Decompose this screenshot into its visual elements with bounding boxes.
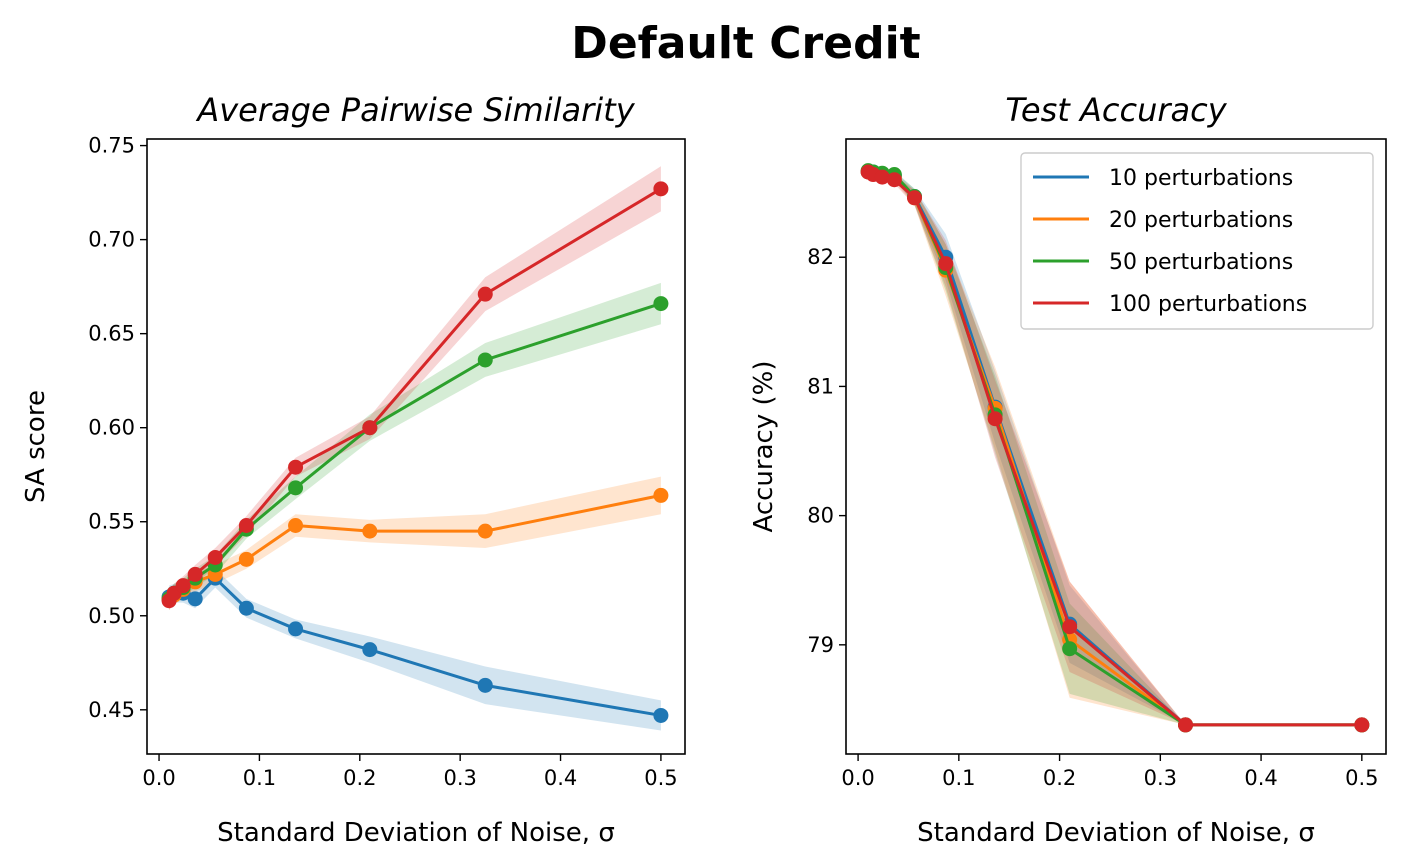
y-tick-label: 79: [807, 633, 834, 657]
legend-label-2: 20 perturbations: [1109, 208, 1293, 233]
x-tick-label: 0.0: [142, 766, 175, 790]
x-tick-label: 0.0: [841, 766, 874, 790]
y-axis-label: Accuracy (%): [749, 361, 779, 533]
data-point: [362, 420, 378, 436]
figure-title: Default Credit: [571, 18, 920, 69]
data-point: [653, 181, 669, 197]
y-tick-label: 81: [807, 374, 834, 398]
data-point: [987, 411, 1003, 427]
data-point: [362, 642, 378, 658]
data-point: [187, 566, 203, 582]
data-point: [362, 523, 378, 539]
panel-sa-score: 0.0 0.1 0.2 0.3 0.4 0.5 0.45 0.50 0.55 0.60 0.65 0.…: [21, 91, 686, 848]
data-point: [288, 459, 304, 475]
data-point: [938, 256, 954, 272]
data-point: [653, 296, 669, 312]
legend-box: [1020, 152, 1374, 330]
data-point: [175, 578, 191, 594]
axes-frame: [845, 138, 1387, 755]
x-tick-label: 0.1: [243, 766, 276, 790]
data-point: [477, 352, 493, 368]
series-line-2: [168, 493, 662, 601]
confidence-band-4: [169, 166, 661, 611]
legend-label-1: 10 perturbations: [1109, 166, 1293, 191]
y-tick-label: 0.50: [88, 604, 135, 628]
x-tick-label: 0.2: [1043, 766, 1076, 790]
data-point: [1062, 619, 1078, 635]
y-tick-label: 80: [807, 504, 834, 528]
data-point: [288, 621, 304, 637]
x-tick-label: 0.1: [942, 766, 975, 790]
axes-title: Test Accuracy: [1005, 91, 1227, 129]
legend-label-4: 100 perturbations: [1109, 292, 1307, 317]
data-point: [288, 480, 304, 496]
y-axis-label: SA score: [21, 390, 51, 503]
y-tick-label: 0.75: [88, 134, 135, 158]
x-axis-label: Standard Deviation of Noise, σ: [217, 818, 615, 848]
confidence-band-1: [169, 568, 661, 731]
y-tick-label: 0.60: [88, 416, 135, 440]
data-point: [477, 523, 493, 539]
data-point: [288, 517, 304, 533]
y-tick-label: 0.45: [88, 698, 135, 722]
data-point: [874, 169, 890, 185]
x-tick-label: 0.5: [1345, 766, 1378, 790]
data-point: [1062, 641, 1078, 657]
y-tick-label: 0.55: [88, 510, 135, 534]
data-point: [907, 190, 923, 206]
data-point: [886, 172, 902, 188]
data-point: [653, 707, 669, 723]
confidence-band-2: [169, 476, 661, 611]
data-point: [238, 517, 254, 533]
data-point: [1178, 717, 1194, 733]
x-tick-label: 0.2: [343, 766, 376, 790]
data-point: [653, 487, 669, 503]
x-tick-label: 0.4: [1244, 766, 1277, 790]
axes-frame: [146, 138, 686, 755]
data-point: [187, 591, 203, 607]
panel-test-accuracy: 0.0 0.1 0.2 0.3 0.4 0.5 79 80 81 82 Test Accuracy S…: [749, 91, 1387, 848]
x-tick-label: 0.3: [443, 766, 476, 790]
data-point: [238, 551, 254, 567]
y-tick-label: 82: [807, 245, 834, 269]
confidence-band-3: [169, 282, 661, 609]
x-axis-label: Standard Deviation of Noise, σ: [917, 818, 1315, 848]
data-point: [238, 600, 254, 616]
data-point: [1354, 717, 1370, 733]
x-tick-label: 0.3: [1144, 766, 1177, 790]
y-tick-label: 0.65: [88, 322, 135, 346]
x-tick-label: 0.4: [544, 766, 577, 790]
y-tick-label: 0.70: [88, 228, 135, 252]
x-tick-label: 0.5: [644, 766, 677, 790]
axes-title: Average Pairwise Similarity: [195, 91, 635, 129]
data-point: [477, 677, 493, 693]
data-point: [477, 286, 493, 302]
data-point: [207, 549, 223, 565]
legend-label-3: 50 perturbations: [1109, 250, 1293, 275]
